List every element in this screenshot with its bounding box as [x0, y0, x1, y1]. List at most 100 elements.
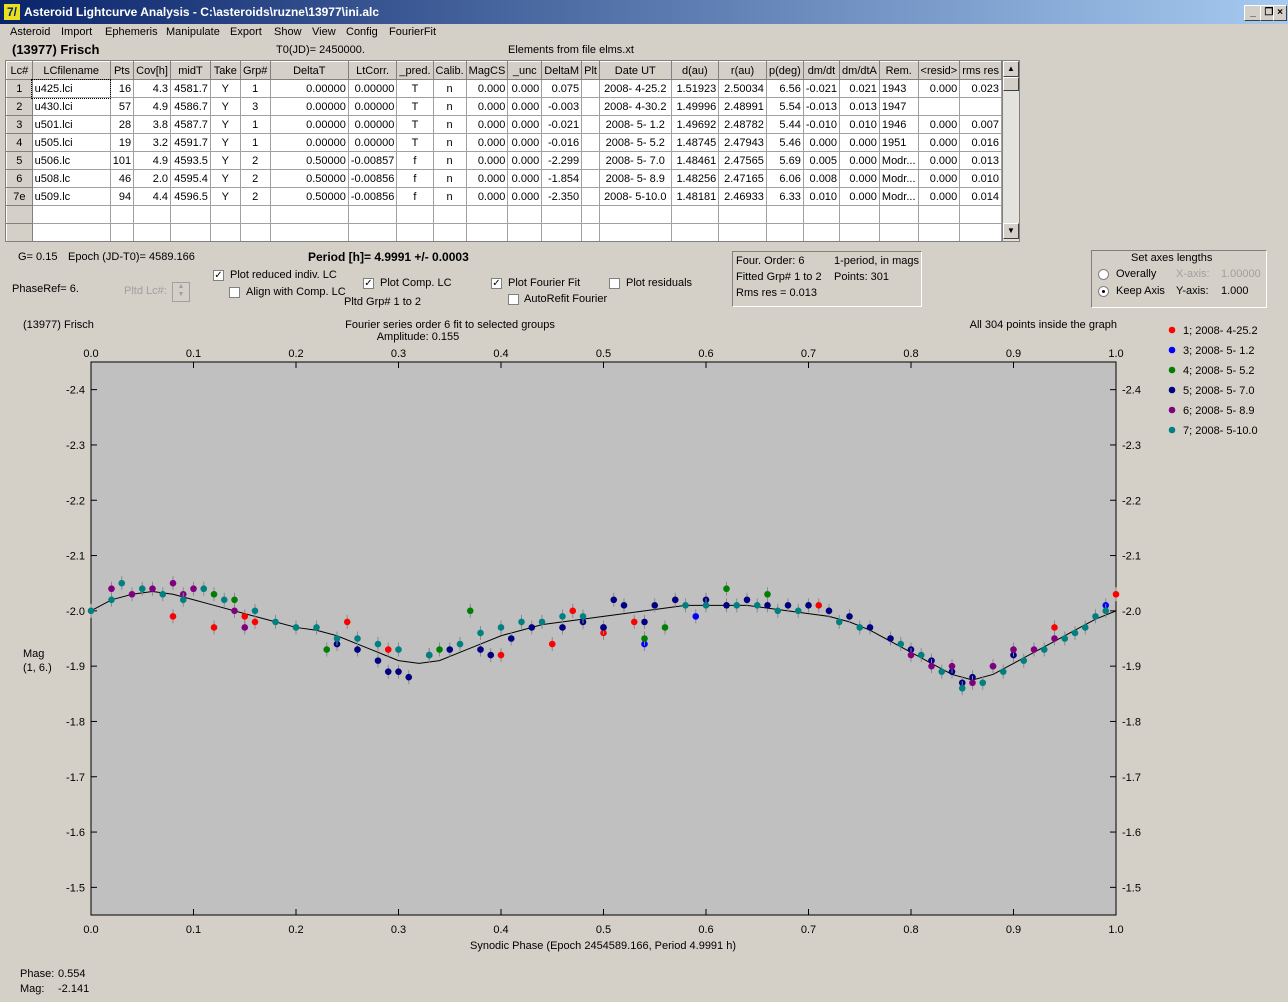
table-cell[interactable]: 2: [239, 187, 271, 206]
table-cell[interactable]: f: [396, 151, 434, 170]
table-cell[interactable]: 1.48461: [670, 151, 720, 170]
table-cell[interactable]: Y: [209, 97, 241, 116]
table-cell[interactable]: 2.47943: [718, 133, 767, 152]
table-cell[interactable]: 94: [109, 187, 135, 206]
table-cell[interactable]: 0.000: [839, 187, 880, 206]
table-cell[interactable]: 2.0: [133, 169, 172, 188]
table-cell[interactable]: 5.54: [765, 97, 804, 116]
table-cell[interactable]: 0.000: [839, 151, 880, 170]
align-comp-checkbox[interactable]: [229, 287, 240, 298]
table-cell[interactable]: [581, 133, 600, 152]
table-cell[interactable]: 0.000: [507, 115, 543, 134]
table-cell[interactable]: [31, 223, 111, 241]
column-header[interactable]: MagCS: [465, 61, 509, 80]
table-cell[interactable]: -0.021: [802, 79, 841, 98]
lightcurve-plot[interactable]: (13977) Frisch Fourier series order 6 fi…: [18, 312, 1280, 964]
table-cell[interactable]: 2008- 5- 5.2: [599, 133, 672, 152]
table-cell[interactable]: [917, 223, 961, 241]
table-cell[interactable]: 3.2: [133, 133, 172, 152]
table-cell[interactable]: T: [396, 97, 434, 116]
table-cell[interactable]: Modr...: [878, 169, 919, 188]
column-header[interactable]: LtCorr.: [347, 61, 398, 80]
table-cell[interactable]: 4593.5: [170, 151, 211, 170]
table-cell[interactable]: 2.47165: [718, 169, 767, 188]
table-cell[interactable]: 2008- 5- 7.0: [599, 151, 672, 170]
column-header[interactable]: Plt: [581, 61, 600, 80]
table-cell[interactable]: [347, 223, 398, 241]
column-header[interactable]: d(au): [670, 61, 720, 80]
plot-fourier-checkbox[interactable]: ✓: [491, 278, 502, 289]
table-cell[interactable]: [917, 97, 961, 116]
table-cell[interactable]: 2.47565: [718, 151, 767, 170]
table-cell[interactable]: 0.014: [959, 187, 1002, 206]
table-cell[interactable]: 0.000: [917, 79, 961, 98]
table-cell[interactable]: 28: [109, 115, 135, 134]
table-cell[interactable]: 0.000: [917, 115, 961, 134]
table-cell[interactable]: u430.lci: [31, 97, 111, 116]
table-cell[interactable]: [133, 205, 172, 224]
table-cell[interactable]: 4581.7: [170, 79, 211, 98]
table-cell[interactable]: [269, 223, 349, 241]
table-cell[interactable]: [109, 223, 135, 241]
column-header[interactable]: DeltaT: [269, 61, 349, 80]
table-cell[interactable]: 0.075: [541, 79, 583, 98]
scroll-down-icon[interactable]: ▼: [1003, 223, 1019, 239]
table-cell[interactable]: 4586.7: [170, 97, 211, 116]
table-cell[interactable]: [765, 223, 804, 241]
table-cell[interactable]: [718, 223, 767, 241]
table-cell[interactable]: [541, 205, 583, 224]
row-header[interactable]: [6, 223, 33, 241]
table-cell[interactable]: 0.50000: [269, 151, 349, 170]
menu-import[interactable]: Import: [61, 26, 93, 38]
table-cell[interactable]: 5.69: [765, 151, 804, 170]
table-cell[interactable]: [959, 223, 1002, 241]
table-cell[interactable]: 0.000: [465, 115, 509, 134]
table-cell[interactable]: -0.00856: [347, 187, 398, 206]
table-cell[interactable]: [465, 205, 509, 224]
table-cell[interactable]: [670, 223, 720, 241]
table-cell[interactable]: [465, 223, 509, 241]
table-cell[interactable]: u505.lci: [31, 133, 111, 152]
table-cell[interactable]: [670, 205, 720, 224]
table-scrollbar[interactable]: ▲ ▼: [1002, 60, 1020, 242]
table-cell[interactable]: -0.021: [541, 115, 583, 134]
scroll-thumb[interactable]: [1003, 77, 1019, 91]
table-cell[interactable]: [507, 205, 543, 224]
table-cell[interactable]: 0.000: [507, 133, 543, 152]
table-row[interactable]: 6 u508.lc 46 2.0 4595.4 Y 2 0.50000 -0.00856 f n 0.…: [6, 169, 1002, 188]
table-cell[interactable]: 16: [109, 79, 135, 98]
table-cell[interactable]: 0.000: [465, 79, 509, 98]
autorefit-checkbox[interactable]: [508, 294, 519, 305]
column-header[interactable]: p(deg): [765, 61, 804, 80]
pltd-lc-spinner[interactable]: ▲ ▼: [172, 282, 190, 302]
table-cell[interactable]: [959, 205, 1002, 224]
menu-manipulate[interactable]: Manipulate: [166, 26, 220, 38]
table-cell[interactable]: [507, 223, 543, 241]
table-cell[interactable]: [396, 223, 434, 241]
table-cell[interactable]: f: [396, 187, 434, 206]
table-cell[interactable]: [959, 97, 1002, 116]
table-cell[interactable]: 4587.7: [170, 115, 211, 134]
table-cell[interactable]: [239, 205, 271, 224]
table-cell[interactable]: 0.00000: [269, 115, 349, 134]
table-cell[interactable]: [599, 205, 672, 224]
table-cell[interactable]: [209, 205, 241, 224]
table-cell[interactable]: n: [432, 187, 467, 206]
table-cell[interactable]: -2.350: [541, 187, 583, 206]
table-cell[interactable]: 6.06: [765, 169, 804, 188]
table-cell[interactable]: [802, 205, 841, 224]
menu-export[interactable]: Export: [230, 26, 262, 38]
table-cell[interactable]: 3: [239, 97, 271, 116]
table-cell[interactable]: Y: [209, 133, 241, 152]
table-row[interactable]: 7e u509.lc 94 4.4 4596.5 Y 2 0.50000 -0.00856 f n 0…: [6, 187, 1002, 206]
table-cell[interactable]: 1.51923: [670, 79, 720, 98]
table-cell[interactable]: 0.000: [917, 151, 961, 170]
table-cell[interactable]: 0.000: [917, 187, 961, 206]
table-cell[interactable]: 3.8: [133, 115, 172, 134]
table-cell[interactable]: n: [432, 115, 467, 134]
table-cell[interactable]: T: [396, 115, 434, 134]
table-cell[interactable]: 0.021: [839, 79, 880, 98]
table-cell[interactable]: 0.010: [802, 187, 841, 206]
